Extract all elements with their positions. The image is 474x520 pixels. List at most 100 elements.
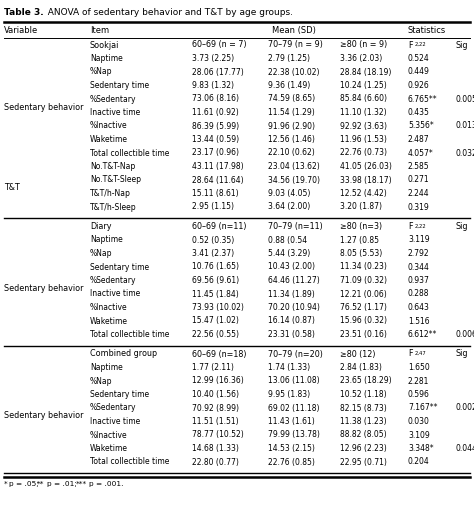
- Text: p = .01;: p = .01;: [47, 481, 79, 487]
- Text: 10.40 (1.56): 10.40 (1.56): [192, 390, 239, 399]
- Text: 28.84 (18.19): 28.84 (18.19): [340, 68, 392, 76]
- Text: 2,22: 2,22: [414, 224, 426, 228]
- Text: Variable: Variable: [4, 26, 38, 35]
- Text: %Inactive: %Inactive: [90, 122, 128, 131]
- Text: p = .001.: p = .001.: [89, 481, 124, 487]
- Text: 11.51 (1.51): 11.51 (1.51): [192, 417, 238, 426]
- Text: %Nap: %Nap: [90, 68, 112, 76]
- Text: 60–69 (n=18): 60–69 (n=18): [192, 349, 246, 358]
- Text: 82.15 (8.73): 82.15 (8.73): [340, 404, 387, 412]
- Text: Table 3.: Table 3.: [4, 8, 44, 17]
- Text: Waketime: Waketime: [90, 317, 128, 326]
- Text: 0.435: 0.435: [408, 108, 430, 117]
- Text: 73.06 (8.16): 73.06 (8.16): [192, 95, 239, 103]
- Text: Diary: Diary: [90, 222, 111, 231]
- Text: 0.344: 0.344: [408, 263, 430, 271]
- Text: 3.20 (1.87): 3.20 (1.87): [340, 202, 382, 212]
- Text: 15.47 (1.02): 15.47 (1.02): [192, 317, 239, 326]
- Text: 76.52 (1.17): 76.52 (1.17): [340, 303, 387, 312]
- Text: 2.487: 2.487: [408, 135, 429, 144]
- Text: 0.926: 0.926: [408, 81, 430, 90]
- Text: 0.032: 0.032: [456, 149, 474, 158]
- Text: F: F: [408, 222, 412, 231]
- Text: 22.76 (0.73): 22.76 (0.73): [340, 149, 387, 158]
- Text: F: F: [408, 349, 412, 358]
- Text: 16.14 (0.87): 16.14 (0.87): [268, 317, 315, 326]
- Text: p = .05;: p = .05;: [9, 481, 41, 487]
- Text: 11.45 (1.84): 11.45 (1.84): [192, 290, 239, 298]
- Text: 10.43 (2.00): 10.43 (2.00): [268, 263, 315, 271]
- Text: ANOVA of sedentary behavior and T&T by age groups.: ANOVA of sedentary behavior and T&T by a…: [42, 8, 293, 17]
- Text: Mean (SD): Mean (SD): [272, 26, 315, 35]
- Text: 11.38 (1.23): 11.38 (1.23): [340, 417, 387, 426]
- Text: 79.99 (13.78): 79.99 (13.78): [268, 431, 320, 439]
- Text: 1.516: 1.516: [408, 317, 429, 326]
- Text: 11.34 (0.23): 11.34 (0.23): [340, 263, 387, 271]
- Text: 2.95 (1.15): 2.95 (1.15): [192, 202, 234, 212]
- Text: 73.93 (10.02): 73.93 (10.02): [192, 303, 244, 312]
- Text: 2.79 (1.25): 2.79 (1.25): [268, 54, 310, 63]
- Text: ≥80 (n=3): ≥80 (n=3): [340, 222, 382, 231]
- Text: 1.74 (1.33): 1.74 (1.33): [268, 363, 310, 372]
- Text: 0.044: 0.044: [456, 444, 474, 453]
- Text: 2,47: 2,47: [414, 351, 426, 356]
- Text: T&T/h-Sleep: T&T/h-Sleep: [90, 202, 137, 212]
- Text: 69.56 (9.61): 69.56 (9.61): [192, 276, 239, 285]
- Text: Sookjai: Sookjai: [90, 41, 119, 49]
- Text: 22.95 (0.71): 22.95 (0.71): [340, 458, 387, 466]
- Text: 2.84 (1.83): 2.84 (1.83): [340, 363, 382, 372]
- Text: *: *: [4, 481, 8, 487]
- Text: Sig: Sig: [456, 222, 468, 231]
- Text: 23.04 (13.62): 23.04 (13.62): [268, 162, 320, 171]
- Text: 12.52 (4.42): 12.52 (4.42): [340, 189, 387, 198]
- Text: 3.36 (2.03): 3.36 (2.03): [340, 54, 382, 63]
- Text: 28.64 (11.64): 28.64 (11.64): [192, 175, 244, 185]
- Text: 0.006: 0.006: [456, 330, 474, 339]
- Text: 6.765**: 6.765**: [408, 95, 438, 103]
- Text: 23.31 (0.58): 23.31 (0.58): [268, 330, 315, 339]
- Text: 43.11 (17.98): 43.11 (17.98): [192, 162, 244, 171]
- Text: 0.937: 0.937: [408, 276, 430, 285]
- Text: 74.59 (8.65): 74.59 (8.65): [268, 95, 315, 103]
- Text: 14.53 (2.15): 14.53 (2.15): [268, 444, 315, 453]
- Text: 60–69 (n=11): 60–69 (n=11): [192, 222, 246, 231]
- Text: 41.05 (26.03): 41.05 (26.03): [340, 162, 392, 171]
- Text: Sedentary time: Sedentary time: [90, 263, 149, 271]
- Text: 0.449: 0.449: [408, 68, 430, 76]
- Text: 34.56 (19.70): 34.56 (19.70): [268, 175, 320, 185]
- Text: Waketime: Waketime: [90, 135, 128, 144]
- Text: Sedentary behavior: Sedentary behavior: [4, 411, 83, 421]
- Text: 9.03 (4.05): 9.03 (4.05): [268, 189, 310, 198]
- Text: 23.65 (18.29): 23.65 (18.29): [340, 376, 392, 385]
- Text: 3.348*: 3.348*: [408, 444, 434, 453]
- Text: 2.244: 2.244: [408, 189, 429, 198]
- Text: 13.44 (0.59): 13.44 (0.59): [192, 135, 239, 144]
- Text: 22.80 (0.77): 22.80 (0.77): [192, 458, 239, 466]
- Text: Sedentary behavior: Sedentary behavior: [4, 102, 83, 111]
- Text: 6.612**: 6.612**: [408, 330, 438, 339]
- Text: 1.650: 1.650: [408, 363, 430, 372]
- Text: Item: Item: [90, 26, 109, 35]
- Text: 2.585: 2.585: [408, 162, 429, 171]
- Text: 2,22: 2,22: [414, 42, 426, 47]
- Text: Total collectible time: Total collectible time: [90, 458, 169, 466]
- Text: 0.271: 0.271: [408, 175, 429, 185]
- Text: %Sedentary: %Sedentary: [90, 95, 137, 103]
- Text: No.T&T-Nap: No.T&T-Nap: [90, 162, 135, 171]
- Text: Naptime: Naptime: [90, 363, 123, 372]
- Text: Inactive time: Inactive time: [90, 417, 140, 426]
- Text: 3.64 (2.00): 3.64 (2.00): [268, 202, 310, 212]
- Text: 4.057*: 4.057*: [408, 149, 434, 158]
- Text: Sedentary time: Sedentary time: [90, 81, 149, 90]
- Text: 15.11 (8.61): 15.11 (8.61): [192, 189, 238, 198]
- Text: 91.96 (2.90): 91.96 (2.90): [268, 122, 315, 131]
- Text: 12.96 (2.23): 12.96 (2.23): [340, 444, 387, 453]
- Text: **: **: [37, 481, 45, 487]
- Text: 14.68 (1.33): 14.68 (1.33): [192, 444, 239, 453]
- Text: 11.10 (1.32): 11.10 (1.32): [340, 108, 387, 117]
- Text: Naptime: Naptime: [90, 54, 123, 63]
- Text: 64.46 (11.27): 64.46 (11.27): [268, 276, 320, 285]
- Text: 15.96 (0.32): 15.96 (0.32): [340, 317, 387, 326]
- Text: Sedentary behavior: Sedentary behavior: [4, 284, 83, 293]
- Text: 69.02 (11.18): 69.02 (11.18): [268, 404, 319, 412]
